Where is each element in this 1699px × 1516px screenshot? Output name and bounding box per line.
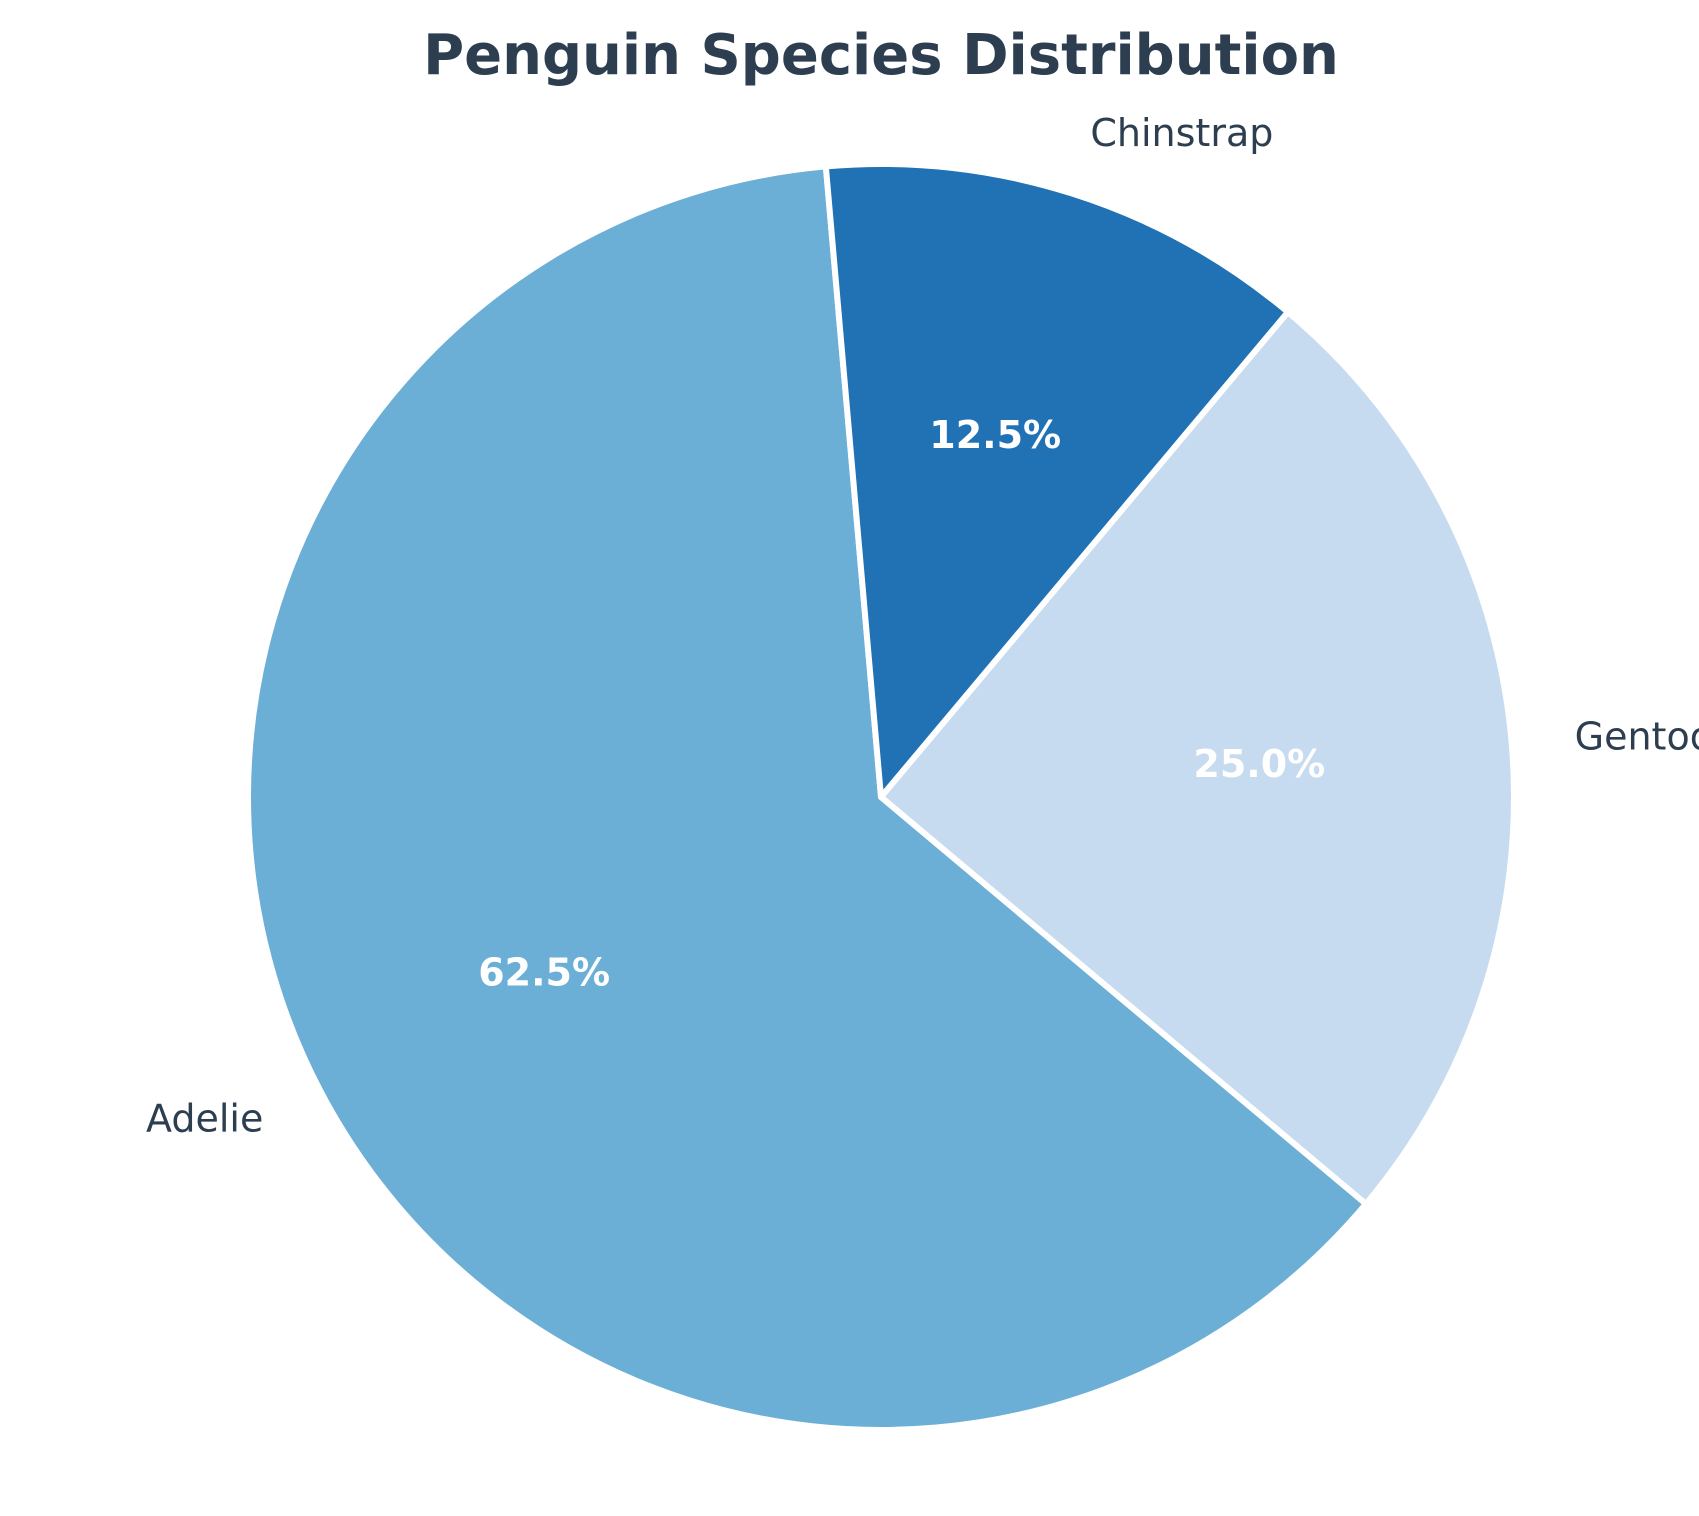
percent-label-adelie: 62.5%	[478, 950, 610, 994]
percent-label-gentoo: 25.0%	[1193, 742, 1325, 786]
pie-slice-chinstrap	[822, 161, 1291, 800]
pie-wedges	[245, 161, 1517, 1433]
pie-slice-gentoo	[878, 309, 1517, 1207]
slice-label-adelie: Adelie	[146, 1097, 263, 1141]
pie-slice-adelie	[245, 163, 1369, 1433]
percent-labels: 62.5% 25.0% 12.5%	[478, 413, 1325, 995]
chart-title: Penguin Species Distribution	[423, 23, 1339, 88]
slice-label-chinstrap: Chinstrap	[1090, 111, 1273, 155]
slice-label-gentoo: Gentoo	[1575, 714, 1699, 758]
percent-label-chinstrap: 12.5%	[929, 413, 1061, 457]
slice-labels: Adelie Gentoo Chinstrap	[146, 111, 1699, 1141]
